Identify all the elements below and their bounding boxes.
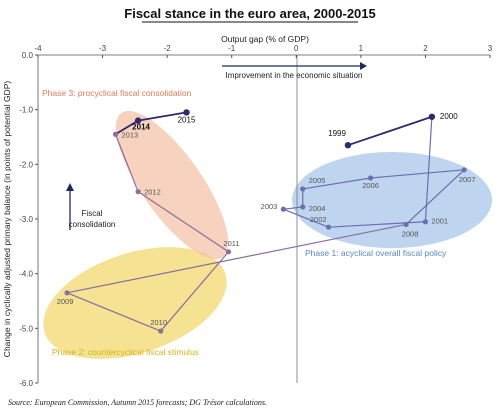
point-2010 — [158, 328, 164, 334]
point-2004 — [300, 204, 306, 210]
point-label-2013: 2013 — [121, 130, 138, 139]
point-label-2006: 2006 — [362, 181, 379, 190]
point-label-2009: 2009 — [57, 297, 74, 306]
series-segment — [66, 292, 161, 332]
point-2005 — [300, 186, 306, 192]
point-2008 — [403, 221, 409, 228]
x-tick-label: -1 — [228, 44, 236, 53]
phase3-region — [115, 110, 229, 260]
phase2-label: Phase 2: countercyclical fiscal stimulus — [52, 347, 199, 357]
point-label-2008: 2008 — [402, 229, 419, 238]
consolidation-label-line2: consolidation — [69, 220, 116, 229]
x-tick-label: -4 — [34, 44, 42, 53]
y-axis-label: Change in cyclically adjusted primary ba… — [2, 81, 12, 358]
series-segment — [137, 191, 229, 253]
point-label-2001: 2001 — [431, 217, 448, 226]
point-2003 — [280, 206, 286, 212]
series-segment — [370, 169, 465, 179]
phase3-label: Phase 3: procyclical fiscal consolidatio… — [42, 88, 192, 98]
series-segment — [328, 221, 426, 228]
source-note: Source: European Commission, Autumn 2015… — [8, 398, 267, 407]
series-segment — [347, 115, 433, 147]
phase1-region — [292, 152, 492, 248]
improvement-label: Improvement in the economic situation — [226, 71, 363, 80]
y-tick-label: -2.0 — [19, 160, 33, 169]
chart-title: Fiscal stance in the euro area, 2000-201… — [124, 6, 375, 21]
point-label-2005: 2005 — [309, 176, 326, 185]
x-tick-label: 2 — [423, 44, 428, 53]
series-segment — [424, 116, 433, 222]
point-2014 — [134, 117, 142, 124]
point-label-1999: 1999 — [328, 129, 346, 138]
series-segment — [115, 119, 139, 136]
series-segment — [405, 169, 465, 225]
point-label-2012: 2012 — [144, 188, 161, 197]
series-segment — [283, 208, 329, 228]
point-2006 — [367, 175, 374, 181]
point-2011 — [225, 249, 232, 255]
point-2001 — [422, 219, 429, 225]
point-2015 — [183, 109, 190, 116]
point-label-2003: 2003 — [261, 202, 278, 211]
point-2009 — [64, 290, 70, 296]
series-group: 1999 2000 2001 2002 2003 2004 2005 2006 2007 2008… — [57, 109, 476, 334]
y-tick-label: -5.0 — [19, 324, 33, 333]
phase2-region — [43, 247, 227, 359]
x-tick-label: -3 — [99, 44, 107, 53]
x-tick-label: 0 — [294, 44, 299, 53]
x-axis-label: Output gap (% of GDP) — [221, 34, 309, 44]
series-segment — [66, 223, 407, 294]
point-2000 — [428, 113, 436, 120]
x-tick-label: 3 — [488, 44, 493, 53]
x-tick-labels: -4 -3 -2 -1 0 1 2 3 — [34, 44, 493, 58]
y-tick-label: -4.0 — [19, 270, 33, 279]
y-tick-label: 0.0 — [22, 51, 34, 60]
phase1-label: Phase 1: acyclical overall fiscal policy — [305, 248, 447, 258]
series-segment — [302, 177, 371, 190]
series-segment — [137, 111, 187, 122]
point-1999 — [344, 142, 352, 149]
point-label-2000: 2000 — [440, 112, 458, 121]
point-label-2011: 2011 — [223, 239, 239, 248]
y-tick-labels: 0.0 -1.0 -2.0 -3.0 -4.0 -5.0 -6.0 — [19, 51, 38, 388]
series-segment — [283, 206, 303, 210]
point-label-2015: 2015 — [178, 115, 196, 124]
point-2002 — [325, 224, 332, 230]
consolidation-label-line1: Fiscal — [82, 209, 103, 218]
point-2007 — [461, 167, 467, 173]
x-tick-label: 1 — [359, 44, 364, 53]
consolidation-arrow-head — [66, 183, 74, 191]
improvement-arrow-head — [360, 62, 367, 70]
series-segment — [114, 134, 139, 192]
point-2012 — [135, 189, 141, 195]
x-tick-label: -2 — [164, 44, 172, 53]
point-label-2010: 2010 — [150, 318, 167, 327]
y-tick-label: -3.0 — [19, 215, 33, 224]
y-tick-label: -1.0 — [19, 106, 33, 115]
series-segment — [160, 251, 229, 332]
point-2013 — [112, 131, 119, 137]
point-label-2007: 2007 — [459, 175, 476, 184]
point-label-2014: 2014 — [132, 123, 150, 132]
point-label-2002: 2002 — [310, 215, 327, 224]
point-label-2004: 2004 — [309, 204, 326, 213]
y-tick-label: -6.0 — [19, 379, 33, 388]
